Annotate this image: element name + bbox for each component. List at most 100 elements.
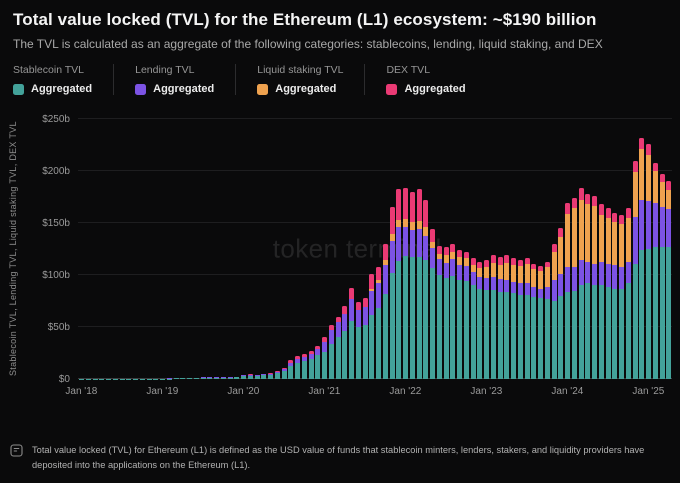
bar[interactable] <box>335 119 341 379</box>
bar[interactable] <box>436 119 442 379</box>
bar[interactable] <box>538 119 544 379</box>
bar[interactable] <box>214 119 220 379</box>
bar[interactable] <box>605 119 611 379</box>
bar[interactable] <box>187 119 193 379</box>
bar[interactable] <box>490 119 496 379</box>
bar[interactable] <box>349 119 355 379</box>
bar[interactable] <box>382 119 388 379</box>
bar[interactable] <box>160 119 166 379</box>
bar[interactable] <box>193 119 199 379</box>
bar[interactable] <box>254 119 260 379</box>
bar[interactable] <box>639 119 645 379</box>
bar[interactable] <box>450 119 456 379</box>
bar[interactable] <box>409 119 415 379</box>
bar[interactable] <box>511 119 517 379</box>
bar[interactable] <box>571 119 577 379</box>
bar[interactable] <box>396 119 402 379</box>
bar[interactable] <box>119 119 125 379</box>
bar-segment-dex-tvl-aggregated <box>558 228 564 237</box>
bar[interactable] <box>612 119 618 379</box>
bar[interactable] <box>85 119 91 379</box>
bar[interactable] <box>139 119 145 379</box>
bar[interactable] <box>423 119 429 379</box>
bar[interactable] <box>328 119 334 379</box>
bar[interactable] <box>598 119 604 379</box>
bar[interactable] <box>200 119 206 379</box>
bar[interactable] <box>274 119 280 379</box>
bar[interactable] <box>322 119 328 379</box>
bar[interactable] <box>166 119 172 379</box>
bar[interactable] <box>666 119 672 379</box>
bar[interactable] <box>551 119 557 379</box>
bar[interactable] <box>531 119 537 379</box>
bar[interactable] <box>430 119 436 379</box>
bar[interactable] <box>652 119 658 379</box>
bar-segment-liquid-staking-tvl-aggregated <box>369 288 375 291</box>
bar[interactable] <box>578 119 584 379</box>
bar-segment-dex-tvl-aggregated <box>349 287 355 299</box>
bar[interactable] <box>565 119 571 379</box>
bar[interactable] <box>234 119 240 379</box>
bar[interactable] <box>524 119 530 379</box>
bar[interactable] <box>497 119 503 379</box>
legend-toggle-liquid-staking-tvl[interactable]: Aggregated <box>257 83 343 95</box>
bar[interactable] <box>241 119 247 379</box>
bar-segment-dex-tvl-aggregated <box>524 258 530 264</box>
bar[interactable] <box>484 119 490 379</box>
bar-segment-liquid-staking-tvl-aggregated <box>632 172 638 217</box>
bar[interactable] <box>517 119 523 379</box>
bar[interactable] <box>342 119 348 379</box>
bar[interactable] <box>362 119 368 379</box>
bar[interactable] <box>247 119 253 379</box>
bar[interactable] <box>416 119 422 379</box>
bar[interactable] <box>220 119 226 379</box>
bar[interactable] <box>295 119 301 379</box>
bar[interactable] <box>625 119 631 379</box>
bar[interactable] <box>470 119 476 379</box>
bar[interactable] <box>308 119 314 379</box>
bar[interactable] <box>133 119 139 379</box>
bar[interactable] <box>315 119 321 379</box>
bar-segment-dex-tvl-aggregated <box>403 187 409 219</box>
bar[interactable] <box>369 119 375 379</box>
bar[interactable] <box>79 119 85 379</box>
bar[interactable] <box>227 119 233 379</box>
bar[interactable] <box>619 119 625 379</box>
bar-segment-lending-tvl-aggregated <box>565 266 571 292</box>
bar[interactable] <box>173 119 179 379</box>
bar[interactable] <box>146 119 152 379</box>
legend-toggle-stablecoin-tvl[interactable]: Aggregated <box>13 83 92 95</box>
bar[interactable] <box>632 119 638 379</box>
bar[interactable] <box>544 119 550 379</box>
bar-segment-stablecoin-tvl-aggregated <box>389 272 395 379</box>
bar[interactable] <box>153 119 159 379</box>
bar[interactable] <box>207 119 213 379</box>
bar[interactable] <box>281 119 287 379</box>
bar[interactable] <box>112 119 118 379</box>
bar[interactable] <box>92 119 98 379</box>
bar[interactable] <box>261 119 267 379</box>
bar[interactable] <box>355 119 361 379</box>
bar[interactable] <box>106 119 112 379</box>
bar[interactable] <box>443 119 449 379</box>
bar[interactable] <box>301 119 307 379</box>
bar[interactable] <box>463 119 469 379</box>
bar[interactable] <box>558 119 564 379</box>
legend-toggle-lending-tvl[interactable]: Aggregated <box>135 83 214 95</box>
bar[interactable] <box>659 119 665 379</box>
bar[interactable] <box>376 119 382 379</box>
legend-toggle-dex-tvl[interactable]: Aggregated <box>386 83 466 95</box>
bar[interactable] <box>646 119 652 379</box>
bar[interactable] <box>288 119 294 379</box>
bar[interactable] <box>403 119 409 379</box>
bar[interactable] <box>477 119 483 379</box>
bar[interactable] <box>389 119 395 379</box>
bar[interactable] <box>592 119 598 379</box>
bar[interactable] <box>585 119 591 379</box>
bar[interactable] <box>268 119 274 379</box>
bar[interactable] <box>504 119 510 379</box>
bar[interactable] <box>180 119 186 379</box>
bar[interactable] <box>126 119 132 379</box>
bar[interactable] <box>457 119 463 379</box>
bar[interactable] <box>99 119 105 379</box>
